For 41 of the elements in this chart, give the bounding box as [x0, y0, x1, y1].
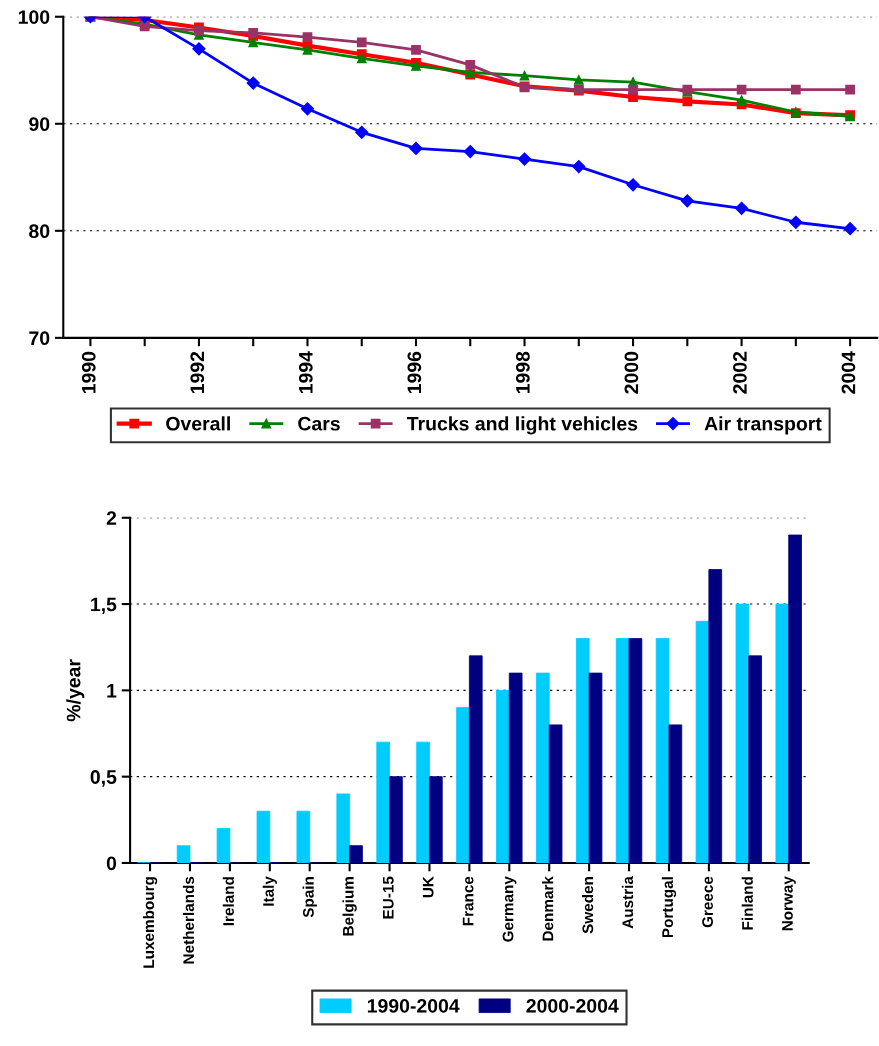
- x-tick-label: 1990: [81, 351, 96, 394]
- y-tick-label: 90: [29, 117, 50, 132]
- x-tick-label: Austria: [621, 876, 634, 929]
- y-tick-label: 80: [29, 224, 50, 239]
- x-tick-label: 1996: [407, 351, 422, 394]
- x-tick-label: Sweden: [582, 877, 594, 934]
- x-tick-label: 1992: [190, 351, 205, 394]
- y-tick-label: 1: [107, 684, 117, 698]
- x-tick-label: Portugal: [661, 877, 677, 938]
- legend-label: Trucks and light vehicles: [406, 416, 638, 435]
- y-tick-label: 2: [106, 511, 117, 525]
- x-tick-label: Finland: [741, 877, 753, 930]
- x-tick-label: 2004: [841, 351, 856, 394]
- x-tick-label: EU-15: [382, 876, 394, 919]
- legend-label: 2000-2004: [526, 998, 619, 1013]
- x-tick-label: Belgium: [342, 877, 357, 936]
- x-tick-label: 1994: [298, 351, 313, 394]
- x-tick-label: UK: [422, 876, 434, 898]
- y-tick-label: 0,5: [90, 770, 117, 787]
- y-tick-label: 70: [29, 331, 50, 346]
- y-tick-label: 1,5: [91, 597, 117, 615]
- x-tick-label: Luxembourg: [142, 877, 158, 968]
- y-tick-label: 100: [18, 10, 50, 24]
- x-tick-label: Greece: [702, 876, 713, 928]
- x-tick-label: 2002: [733, 351, 747, 394]
- x-tick-label: Spain: [302, 877, 317, 918]
- x-tick-label: 2000: [624, 351, 639, 394]
- x-tick-label: Denmark: [542, 876, 554, 941]
- x-tick-label: Italy: [262, 876, 277, 906]
- x-tick-label: Norway: [782, 876, 796, 931]
- x-tick-label: France: [462, 876, 474, 926]
- legend-label: 1990-2004: [367, 998, 460, 1013]
- x-tick-label: Germany: [502, 876, 517, 942]
- legend-label: Cars: [298, 416, 340, 431]
- y-tick-label: 0: [106, 856, 117, 871]
- x-tick-label: Ireland: [222, 877, 234, 926]
- x-tick-label: Netherlands: [182, 876, 195, 964]
- legend-label: Air transport: [704, 416, 822, 435]
- x-tick-label: 1998: [515, 351, 530, 394]
- legend-label: Overall: [166, 416, 230, 431]
- y-axis-title: %/year: [66, 659, 85, 722]
